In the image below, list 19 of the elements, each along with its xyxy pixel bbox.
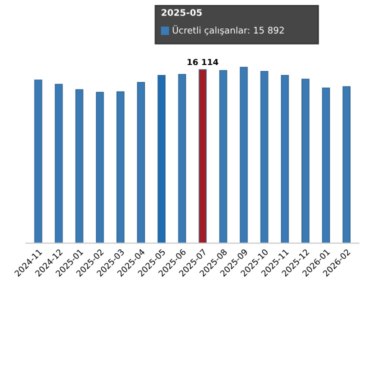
bar — [240, 66, 248, 244]
bar — [116, 91, 124, 244]
annotation: 16 114 — [188, 58, 218, 66]
bar — [280, 75, 289, 244]
bar — [137, 82, 145, 244]
bar — [342, 86, 351, 244]
bar — [34, 80, 42, 244]
text: 2025-05 — [162, 9, 202, 16]
bar — [54, 84, 63, 244]
bar — [96, 92, 104, 244]
text: Ücretli çalışanlar: 15 892 — [172, 25, 284, 36]
bar — [322, 88, 330, 244]
bar — [75, 89, 84, 244]
bar — [198, 69, 207, 244]
bar — [302, 78, 310, 244]
bar — [260, 70, 268, 244]
bar — [219, 70, 228, 244]
bar — [158, 75, 166, 244]
bar — [178, 74, 186, 244]
